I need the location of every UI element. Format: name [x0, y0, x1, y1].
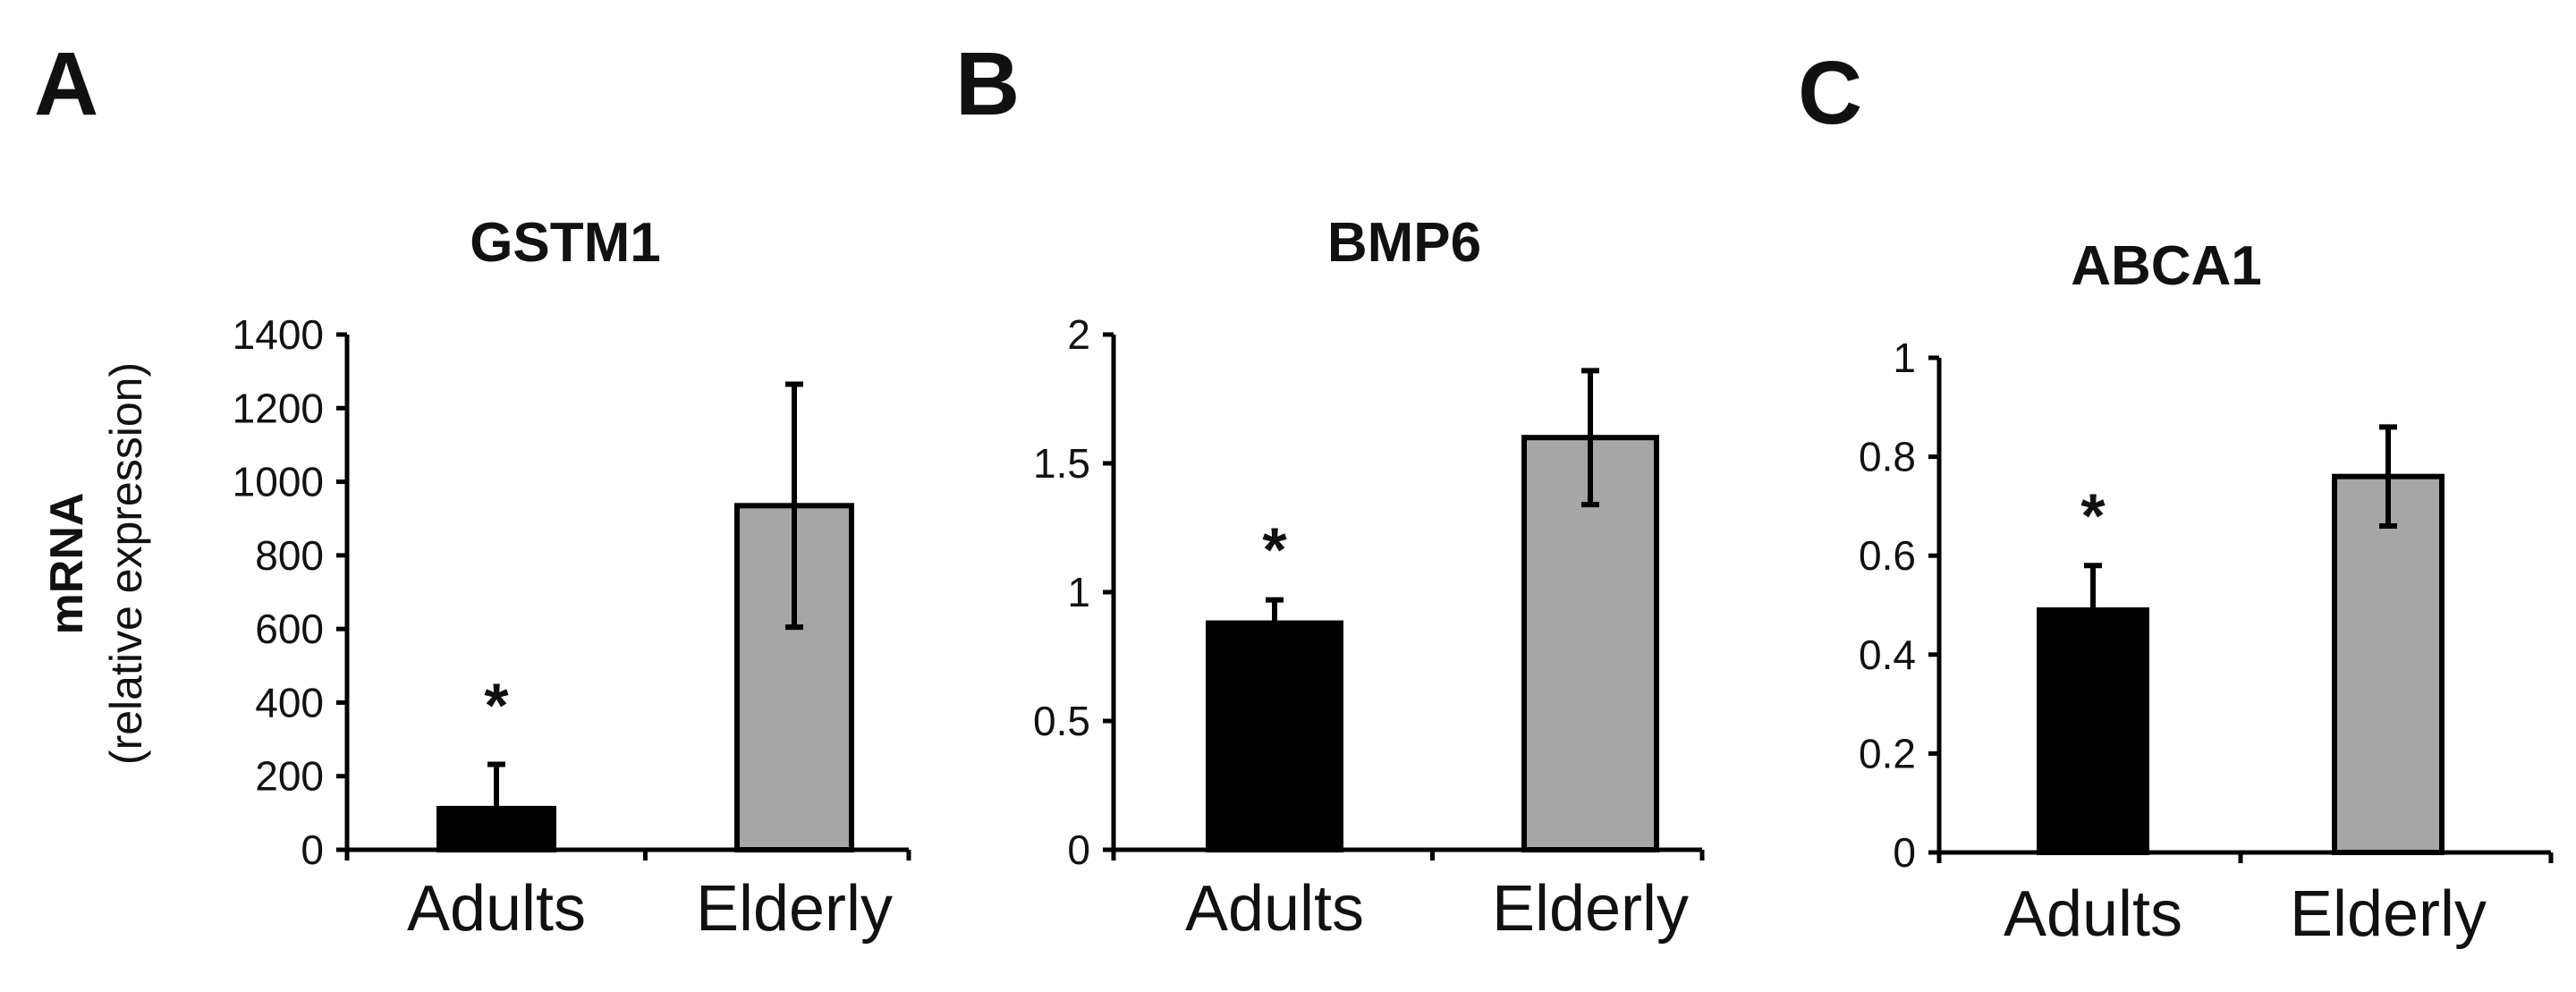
category-label: Adults — [407, 873, 586, 945]
y-axis-label-sub: (relative expression) — [101, 362, 151, 765]
y-tick-label: 1 — [1893, 335, 1916, 381]
bar-adults — [436, 805, 556, 852]
category-label: Adults — [2004, 878, 2182, 950]
y-axis-label-main: mRNA — [41, 493, 93, 635]
chart-panel-c: C ABCA1 * Adults Elderly 0 0.2 0.4 0.6 0.8 1 — [1798, 43, 2554, 950]
y-tick-label: 0 — [301, 827, 324, 873]
significance-marker: * — [484, 671, 509, 741]
category-label: Elderly — [2290, 878, 2487, 950]
y-tick-label: 1200 — [233, 385, 324, 431]
y-tick-label: 2 — [1067, 311, 1090, 358]
chart-panel-a: A GSTM1 * Adults Elderly 0 200 400 600 800 1000 120… — [34, 34, 911, 945]
y-tick-label: 1000 — [233, 459, 324, 505]
category-label: Elderly — [1492, 873, 1689, 945]
y-tick-label: 400 — [255, 679, 324, 725]
bar-elderly — [2332, 473, 2445, 855]
y-tick-label: 1.5 — [1033, 440, 1090, 487]
panel-letter: A — [34, 34, 98, 134]
y-tick-label: 0 — [1067, 827, 1090, 873]
y-tick-label: 0.6 — [1859, 532, 1916, 579]
panel-letter: B — [955, 34, 1020, 134]
bar-adults — [1206, 620, 1343, 852]
significance-marker: * — [2080, 480, 2106, 550]
y-tick-label: 600 — [255, 606, 324, 652]
y-tick-label: 800 — [255, 532, 324, 579]
significance-marker: * — [1262, 515, 1287, 585]
y-axis-label: mRNA (relative expression) — [41, 362, 151, 765]
panel-letter: C — [1798, 43, 1862, 143]
y-tick-label: 0.2 — [1859, 730, 1916, 776]
y-tick-label: 1400 — [233, 311, 324, 358]
bar-adults — [2037, 607, 2149, 856]
chart-title: ABCA1 — [2071, 235, 2262, 297]
chart-title: GSTM1 — [470, 212, 661, 274]
category-label: Elderly — [696, 873, 893, 945]
y-tick-label: 0.8 — [1859, 434, 1916, 480]
y-tick-label: 0 — [1893, 829, 1916, 876]
y-tick-label: 200 — [255, 753, 324, 800]
y-tick-label: 0.5 — [1033, 698, 1090, 744]
y-tick-label: 0.4 — [1859, 632, 1916, 678]
chart-panel-b: B BMP6 * Adults Elderly 0 0.5 1 1.5 2 — [955, 34, 1705, 945]
category-label: Adults — [1185, 873, 1364, 945]
y-tick-label: 1 — [1067, 569, 1090, 615]
chart-title: BMP6 — [1327, 212, 1481, 274]
